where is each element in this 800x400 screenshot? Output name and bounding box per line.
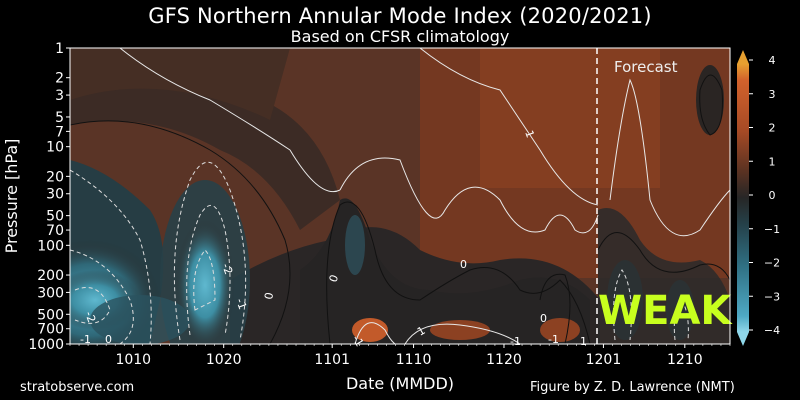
colorbar-tick-label: 3 [769,88,776,101]
contour-label: -1 [80,333,91,346]
regime-label: WEAK [598,288,733,334]
contour-label: -2 [219,262,235,277]
x-tick-label: 1010 [115,352,151,368]
y-tick-label: 70 [46,223,64,239]
y-axis-label: Pressure [hPa] [2,139,21,254]
y-tick-label: 50 [46,209,64,225]
x-tick-label: 1101 [314,352,350,368]
figure-credit: Figure by Z. D. Lawrence (NMT) [530,380,735,395]
contour-label: 0 [540,312,547,325]
colorbar: 4 3 2 1 0 −1 −2 −3 −4 [737,50,780,346]
contour-label: 1 [522,129,537,140]
y-tick-label: 5 [55,110,64,126]
plot-frame [69,47,731,345]
contour-label: -1 [510,335,521,348]
colorbar-tick-label: −3 [764,290,780,303]
colorbar-tick-label: −4 [764,324,780,337]
y-tick-label: 7 [55,124,64,140]
site-credit: stratobserve.com [20,380,135,395]
y-tick-label: 700 [37,322,64,338]
y-tick-label: 1 [55,41,64,57]
contour-label: -2 [82,310,98,325]
y-tick-label: 3 [55,88,64,104]
contour-label: 1 [580,335,587,348]
x-tick-label: 1120 [486,352,522,368]
x-tick-label: 1020 [206,352,242,368]
y-tick-label: 2 [55,71,64,87]
y-tick-label: 200 [37,268,64,284]
colorbar-tick-label: 1 [769,155,776,168]
x-tick-label: 1110 [396,352,432,368]
y-tick-label: 300 [37,285,64,301]
x-tick-label: 1201 [586,352,622,368]
contour-label: 0 [327,273,342,284]
y-tick-label: 20 [46,169,64,185]
contour-lines [70,48,730,344]
contour-label: -1 [548,333,559,346]
forecast-label: Forecast [614,58,678,76]
y-tick-label: 30 [46,187,64,203]
x-axis-label: Date (MMDD) [345,374,455,393]
colorbar-tick-label: −2 [764,257,780,270]
chart-title: GFS Northern Annular Mode Index (2020/20… [148,4,652,28]
contour-label: 0 [262,291,276,300]
x-axis: 1010 1020 1101 1110 1120 1201 1210 [69,344,731,368]
y-tick-label: 1000 [28,337,64,353]
colorbar-tick-label: 4 [769,54,776,67]
contour-label: -1 [233,297,249,312]
contour-label: 0 [105,333,112,346]
chart-subtitle: Based on CFSR climatology [290,27,510,46]
colorbar-tick-label: 0 [769,189,776,202]
y-tick-label: 10 [46,140,64,156]
colorbar-tick-label: 2 [769,122,776,135]
contour-label: 0 [460,258,467,271]
y-tick-label: 100 [37,238,64,254]
x-tick-label: 1210 [667,352,703,368]
colorbar-tick-label: −1 [764,223,780,236]
y-tick-label: 500 [37,307,64,323]
heatmap-field [70,48,730,344]
